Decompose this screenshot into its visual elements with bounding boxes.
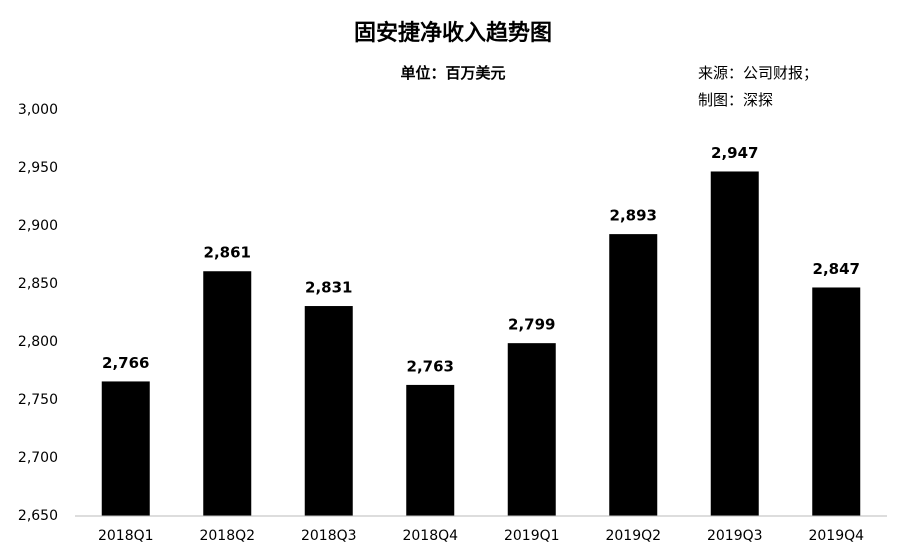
y-tick-label: 2,750 bbox=[18, 392, 58, 408]
chart-title: 固安捷净收入趋势图 bbox=[354, 20, 552, 46]
x-tick-label: 2019Q3 bbox=[707, 528, 763, 544]
bar bbox=[406, 384, 455, 516]
value-label: 2,861 bbox=[204, 244, 251, 262]
value-label: 2,763 bbox=[407, 357, 454, 375]
bar bbox=[710, 171, 759, 517]
x-tick-label: 2019Q1 bbox=[504, 528, 560, 544]
y-tick-label: 2,950 bbox=[18, 160, 58, 176]
bar bbox=[812, 287, 861, 516]
value-label: 2,893 bbox=[610, 207, 657, 225]
value-label: 2,847 bbox=[813, 260, 860, 278]
value-label: 2,831 bbox=[305, 279, 352, 297]
bar bbox=[609, 234, 658, 516]
y-tick-label: 2,850 bbox=[18, 276, 58, 292]
x-tick-label: 2018Q3 bbox=[301, 528, 357, 544]
x-tick-label: 2018Q4 bbox=[402, 528, 458, 544]
bar bbox=[304, 306, 353, 516]
annotation: 来源：公司财报； bbox=[698, 64, 818, 82]
bar bbox=[101, 381, 150, 516]
value-label: 2,947 bbox=[711, 144, 758, 162]
chart-subtitle: 单位：百万美元 bbox=[400, 64, 505, 82]
y-tick-label: 2,650 bbox=[18, 508, 58, 524]
value-label: 2,766 bbox=[102, 354, 149, 372]
x-tick-label: 2018Q2 bbox=[199, 528, 255, 544]
value-label: 2,799 bbox=[508, 316, 555, 334]
y-tick-label: 2,700 bbox=[18, 450, 58, 466]
bar bbox=[507, 343, 556, 516]
x-tick-label: 2019Q4 bbox=[808, 528, 864, 544]
y-tick-label: 2,800 bbox=[18, 334, 58, 350]
y-tick-label: 3,000 bbox=[18, 102, 58, 118]
bar bbox=[203, 271, 252, 516]
y-tick-label: 2,900 bbox=[18, 218, 58, 234]
x-tick-label: 2018Q1 bbox=[98, 528, 154, 544]
x-tick-label: 2019Q2 bbox=[605, 528, 661, 544]
annotation: 制图：深探 bbox=[698, 91, 773, 109]
